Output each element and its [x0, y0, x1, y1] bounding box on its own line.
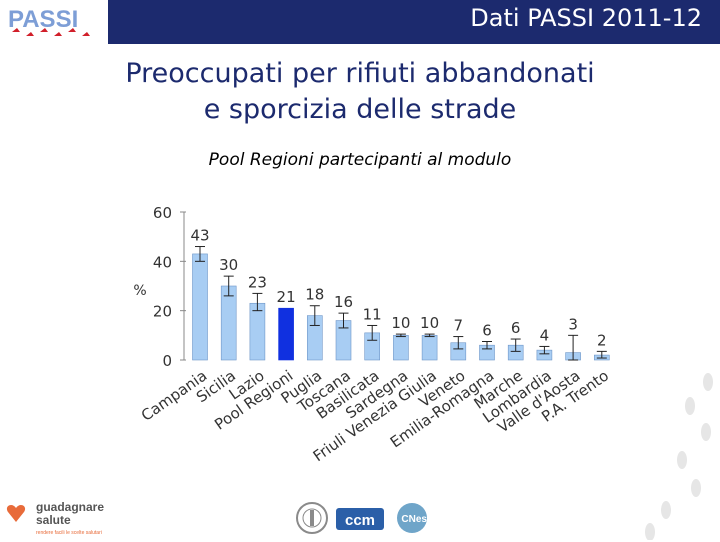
page-title-line2: e sporcizia delle strade	[203, 94, 517, 125]
bar	[249, 302, 266, 361]
ccm-logo: ccm	[336, 506, 386, 532]
data-label: 4	[540, 326, 550, 344]
data-label: 3	[568, 315, 578, 333]
ccm-text: ccm	[345, 512, 375, 529]
data-label: 11	[363, 305, 382, 323]
data-label: 7	[454, 317, 464, 335]
data-label: 43	[190, 227, 209, 245]
salute-text: salute	[36, 513, 71, 527]
bar	[278, 307, 294, 361]
iss-seal-logo	[294, 500, 330, 536]
passi-logo: PASSI	[4, 2, 104, 42]
cnesps-text: CNesps	[401, 514, 439, 525]
bar	[220, 285, 237, 361]
data-label: 6	[482, 322, 492, 340]
header-band	[108, 0, 720, 44]
bar-chart: 0204060%43Campania30Sicilia23Lazio21Pool…	[133, 204, 612, 465]
page-title-line1: Preoccupati per rifiuti abbandonati	[125, 58, 595, 89]
passi-logo-text: PASSI	[8, 6, 78, 33]
data-label: 23	[248, 273, 267, 291]
data-label: 10	[420, 314, 439, 332]
guadagnare-tagline: rendere facili le scelte salutari	[36, 530, 102, 536]
chart-subtitle: Pool Regioni partecipanti al modulo	[208, 150, 512, 170]
data-label: 2	[597, 331, 607, 349]
y-axis-label: %	[133, 283, 146, 299]
guadagnare-salute-logo: guadagnare salute rendere facili le scel…	[2, 498, 112, 538]
data-label: 30	[219, 256, 238, 274]
data-label: 21	[277, 288, 296, 306]
footprints-decoration	[645, 373, 713, 540]
header-bar: PASSI Dati PASSI 2011-12	[0, 0, 720, 44]
header-title: Dati PASSI 2011-12	[470, 4, 702, 32]
data-label: 6	[511, 319, 521, 337]
cnesps-logo: CNesps	[394, 500, 444, 536]
y-tick-label: 40	[153, 253, 172, 271]
y-tick-label: 0	[162, 352, 172, 370]
y-tick-label: 20	[153, 303, 172, 321]
bar	[393, 335, 409, 361]
page-title: Preoccupati per rifiuti abbandonati e sp…	[0, 56, 720, 128]
guadagnare-text: guadagnare	[36, 500, 104, 514]
data-label: 16	[334, 293, 353, 311]
y-tick-label: 60	[153, 204, 172, 222]
data-label: 18	[305, 286, 324, 304]
bar	[192, 253, 208, 361]
data-label: 10	[391, 314, 410, 332]
bar	[421, 335, 438, 361]
